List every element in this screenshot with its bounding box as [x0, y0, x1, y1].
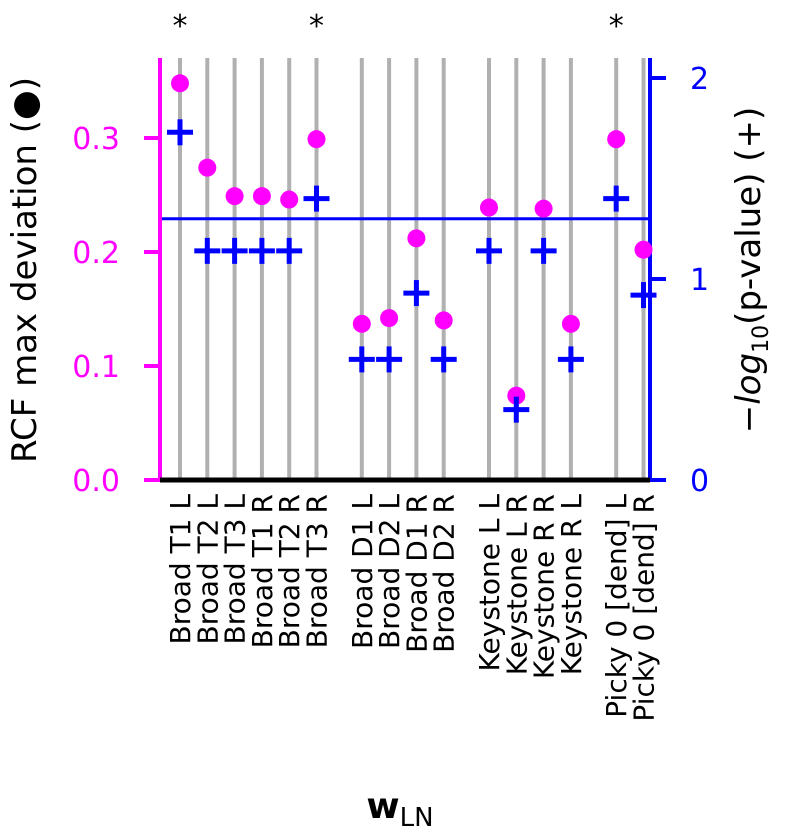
category-label: Broad T2 L [191, 494, 224, 645]
right-y-tick-label: 0 [690, 464, 709, 499]
deviation-point [307, 130, 326, 149]
right-y-tick-label: 2 [690, 62, 709, 97]
pvalue-marker [503, 396, 530, 423]
pvalue-marker [276, 237, 303, 264]
category-label: Broad D2 L [373, 494, 406, 649]
deviation-point [407, 229, 426, 248]
category-label: Broad D2 R [428, 494, 461, 653]
left-y-ticks: 0.0 0.1 0.2 0.3 [72, 122, 160, 499]
pvalue-marker [403, 280, 430, 307]
deviation-point [198, 158, 217, 177]
pvalue-marker [348, 346, 375, 373]
x-axis-label-main: w [366, 786, 399, 827]
y-axis-label-right: −log10(p-value) (+) [729, 107, 774, 434]
y-axis-label-left: RCF max deviation (●) [5, 77, 45, 463]
deviation-point [434, 311, 453, 330]
deviation-point [634, 240, 653, 259]
category-label: Keystone L L [473, 494, 506, 672]
left-y-tick-label: 0.1 [72, 350, 120, 385]
category-label: Keystone R L [555, 494, 588, 676]
category-label: Broad T3 R [301, 494, 334, 648]
significance-star: * [309, 9, 324, 44]
deviation-point [561, 314, 580, 333]
pvalue-marker [603, 185, 630, 212]
right-y-ticks: 0 1 2 [650, 62, 709, 499]
category-label: Picky 0 [dend] L [600, 494, 633, 718]
deviation-point [380, 309, 399, 328]
deviation-point [507, 386, 526, 405]
category-label: Picky 0 [dend] R [628, 494, 661, 722]
pvalue-marker [221, 237, 248, 264]
significance-star: * [173, 9, 188, 44]
deviation-point [352, 314, 371, 333]
deviation-point [480, 198, 498, 217]
significance-star: * [609, 9, 624, 44]
significance-stars: * * * [173, 9, 624, 44]
y-axis-label-right-prefix: −log [729, 353, 769, 433]
pvalue-marker [248, 237, 275, 264]
pvalue-marker [476, 237, 502, 264]
axes [158, 58, 652, 483]
category-label: Broad D1 R [400, 494, 433, 653]
category-label: Keystone L R [500, 494, 533, 675]
deviation-point [607, 130, 626, 149]
left-y-tick-label: 0.3 [72, 122, 120, 157]
x-axis-label-sub: LN [400, 803, 434, 833]
category-label: Broad T1 L [164, 494, 197, 645]
category-label: Broad T2 R [273, 494, 306, 648]
pvalue-marker [194, 237, 221, 264]
grid-lines [178, 58, 646, 480]
left-y-tick-label: 0.2 [72, 236, 120, 271]
pvalue-marker [303, 185, 330, 212]
x-axis-label: wLN [366, 786, 433, 833]
deviation-point [171, 74, 189, 93]
deviation-point [534, 199, 553, 218]
pvalue-marker [630, 282, 657, 309]
left-y-tick-label: 0.0 [72, 464, 120, 499]
category-label: Keystone R R [528, 494, 561, 679]
deviation-points [171, 74, 653, 405]
pvalue-marker [376, 346, 403, 373]
pvalue-marker [430, 346, 457, 373]
deviation-point [280, 190, 299, 209]
pvalue-marker [167, 119, 193, 146]
pvalue-markers [167, 119, 657, 423]
pvalue-marker [557, 346, 584, 373]
pvalue-marker [530, 237, 557, 264]
deviation-point [225, 187, 244, 206]
y-axis-label-right-suffix: (p-value) (+) [729, 107, 769, 325]
deviation-point [252, 187, 271, 206]
y-axis-label-right-sub: 10 [749, 325, 774, 353]
category-label: Broad T3 L [219, 494, 252, 645]
category-label: Broad T1 R [246, 494, 279, 648]
right-y-tick-label: 1 [690, 263, 709, 298]
category-label: Broad D1 L [346, 494, 379, 649]
